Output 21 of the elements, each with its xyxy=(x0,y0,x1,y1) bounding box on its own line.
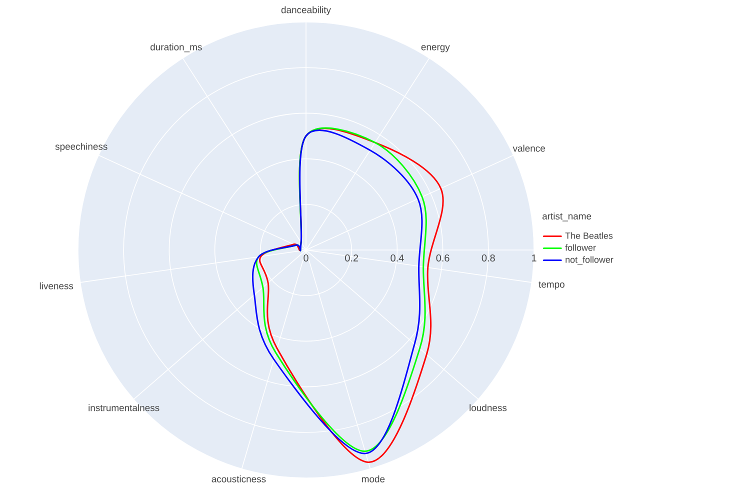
legend-title: artist_name xyxy=(542,212,592,222)
y-tick-label: 0.4 xyxy=(390,254,404,262)
y-tick-label: 0 xyxy=(304,254,308,262)
y-tick-label: 0.2 xyxy=(345,254,358,262)
legend-label: not_follower xyxy=(566,256,614,265)
spoke-label: liveness xyxy=(40,282,74,290)
spoke-label: energy xyxy=(421,45,450,52)
y-tick-label: 1 xyxy=(532,254,536,262)
legend-label: follower xyxy=(565,244,596,251)
spoke-label: valence xyxy=(512,144,545,152)
y-tick-label: 0.8 xyxy=(482,254,495,262)
spoke-label: loudness xyxy=(470,404,507,412)
spoke-label: danceability xyxy=(281,6,331,16)
spoke-label: acousticness xyxy=(212,475,266,482)
spoke-label: speechiness xyxy=(55,142,108,152)
spoke-label: tempo xyxy=(538,281,564,290)
y-tick-label: 0.6 xyxy=(436,254,450,262)
spoke-label: instrumentalness xyxy=(88,404,160,412)
legend-label: The Beatles xyxy=(565,232,613,239)
spoke-label: mode xyxy=(362,475,385,482)
spoke-label: duration_ms xyxy=(150,43,202,52)
